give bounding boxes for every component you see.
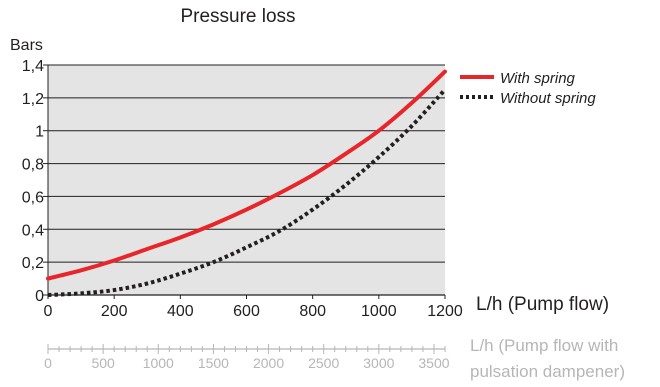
series-line-without-spring: [47, 88, 447, 297]
x-tick-label: 600: [233, 303, 260, 320]
x2-tick-label: 2500: [308, 355, 339, 371]
x2-tick-label: 500: [91, 355, 115, 371]
x2-axis-label-line-1: L/h (Pump flow with: [470, 336, 618, 355]
x-tick-label: 200: [101, 303, 128, 320]
x-tick-labels: 0 200 400 600 800 1000 1200: [44, 295, 463, 320]
x2-tick-label: 1000: [143, 355, 174, 371]
x-tick-label: 0: [44, 303, 53, 320]
legend-label-with-spring: With spring: [500, 70, 576, 87]
y-tick-label: 0,6: [22, 189, 44, 206]
series-group: [46, 69, 447, 297]
y-tick-label: 1: [35, 124, 44, 141]
x-tick-label: 1000: [361, 303, 397, 320]
x2-tick-label: 3000: [363, 355, 394, 371]
chart-title: Pressure loss: [180, 6, 295, 27]
plot-background: [48, 65, 445, 295]
x-tick-label: 1200: [427, 303, 463, 320]
legend: With spring Without spring: [460, 70, 596, 107]
x2-tick-label: 2000: [253, 355, 284, 371]
y-tick-label: 0,8: [22, 157, 44, 174]
y-tick-label: 0,2: [22, 255, 44, 272]
x2-tick-label: 0: [44, 355, 52, 371]
x-tick-label: 800: [299, 303, 326, 320]
x2-tick-label: 1500: [198, 355, 229, 371]
y-tick-label: 1,2: [22, 91, 44, 108]
legend-label-without-spring: Without spring: [500, 90, 596, 107]
y-tick-label: 0,4: [22, 222, 44, 239]
y-tick-label: 1,4: [22, 58, 44, 75]
x2-axis-label-line-2: pulsation dampener): [470, 362, 625, 381]
x-tick-label: 400: [167, 303, 194, 320]
secondary-x-axis: 0 500 1000 1500 2000 2500 3000 3500: [44, 344, 450, 371]
x-axis-label: L/h (Pump flow): [476, 294, 609, 315]
x2-tick-label: 3500: [418, 355, 449, 371]
y-tick-labels: 0 0,2 0,4 0,6 0,8 1 1,2 1,4: [22, 58, 44, 305]
series-line-with-spring: [46, 69, 447, 281]
y-tick-label: 0: [35, 288, 44, 305]
y-axis-label: Bars: [10, 37, 43, 54]
